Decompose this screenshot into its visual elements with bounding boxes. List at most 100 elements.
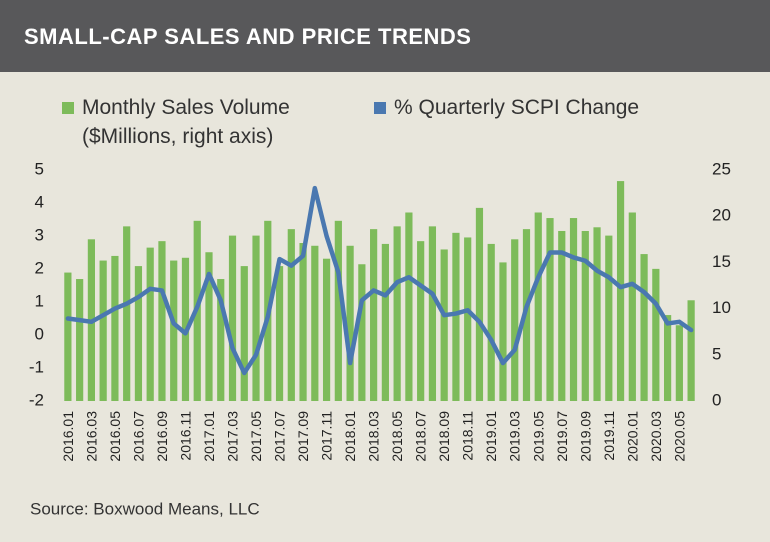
bar bbox=[346, 245, 354, 401]
bar bbox=[616, 181, 625, 401]
bar bbox=[440, 249, 448, 401]
y-tick-label: 1 bbox=[35, 291, 44, 310]
x-tick-label: 2017.11 bbox=[319, 411, 335, 461]
bar bbox=[664, 315, 672, 401]
x-tick-label: 2019.09 bbox=[577, 411, 593, 462]
x-tick-label: 2019.03 bbox=[507, 411, 523, 462]
x-tick-label: 2016.03 bbox=[83, 411, 99, 462]
bar bbox=[581, 230, 589, 401]
bar bbox=[452, 232, 460, 401]
legend-label: % Quarterly SCPI Change bbox=[394, 96, 640, 119]
bar bbox=[628, 212, 636, 401]
x-tick-label: 2019.01 bbox=[483, 411, 499, 462]
chart-title: SMALL-CAP SALES AND PRICE TRENDS bbox=[24, 24, 471, 49]
y-tick-label: -1 bbox=[29, 357, 44, 376]
x-tick-label: 2018.11 bbox=[460, 411, 476, 461]
bar bbox=[475, 207, 484, 401]
bar bbox=[334, 220, 342, 401]
bar bbox=[558, 230, 566, 401]
x-tick-label: 2016.07 bbox=[130, 411, 146, 462]
bar bbox=[275, 266, 284, 401]
bar bbox=[322, 258, 331, 401]
bar bbox=[487, 243, 495, 401]
bar bbox=[499, 262, 507, 401]
line bbox=[65, 185, 694, 376]
y-tick-label: 3 bbox=[35, 225, 44, 244]
bar bbox=[158, 241, 166, 401]
y2-tick-label: 25 bbox=[712, 159, 731, 178]
y2-tick-label: 10 bbox=[712, 298, 731, 317]
bar bbox=[511, 239, 519, 401]
bar bbox=[99, 260, 107, 401]
bar bbox=[134, 266, 143, 401]
x-tick-label: 2017.05 bbox=[248, 411, 264, 462]
x-tick-label: 2018.07 bbox=[413, 411, 429, 462]
bar bbox=[240, 266, 248, 401]
bar bbox=[546, 218, 554, 401]
x-tick-label: 2020.05 bbox=[671, 411, 687, 462]
bar bbox=[170, 260, 178, 401]
bar bbox=[605, 235, 613, 401]
bar bbox=[123, 226, 131, 401]
y-tick-label: 5 bbox=[35, 159, 44, 178]
bar bbox=[252, 235, 260, 401]
y2-tick-label: 0 bbox=[712, 390, 721, 409]
bar bbox=[287, 229, 295, 401]
bar bbox=[146, 247, 154, 401]
bar bbox=[405, 212, 413, 401]
bar bbox=[534, 212, 542, 401]
bar bbox=[111, 255, 119, 401]
y-tick-label: 4 bbox=[35, 192, 44, 211]
x-tick-label: 2017.07 bbox=[272, 411, 288, 462]
y-tick-label: -2 bbox=[29, 390, 44, 409]
x-tick-label: 2018.03 bbox=[366, 411, 382, 462]
x-tick-label: 2016.11 bbox=[177, 411, 193, 461]
bar bbox=[393, 226, 401, 401]
bar bbox=[64, 272, 72, 401]
bar bbox=[417, 241, 425, 401]
legend-label: Monthly Sales Volume ($Millions, right a… bbox=[82, 96, 290, 148]
bar bbox=[217, 279, 225, 401]
legend-swatch bbox=[62, 102, 74, 114]
bar bbox=[569, 218, 578, 401]
bar bbox=[640, 254, 648, 401]
y-tick-label: 2 bbox=[35, 258, 44, 277]
header-band bbox=[0, 0, 770, 72]
x-tick-label: 2018.09 bbox=[436, 411, 452, 462]
bar bbox=[593, 227, 601, 401]
bar bbox=[76, 279, 84, 401]
x-tick-label: 2019.07 bbox=[554, 411, 570, 462]
legend-swatch bbox=[374, 102, 386, 114]
x-tick-label: 2019.05 bbox=[530, 411, 546, 462]
x-tick-label: 2018.05 bbox=[389, 411, 405, 462]
bar bbox=[687, 300, 695, 401]
bar bbox=[428, 226, 437, 401]
x-tick-label: 2018.01 bbox=[342, 411, 358, 462]
x-tick-label: 2017.09 bbox=[295, 411, 311, 462]
bar bbox=[675, 325, 683, 401]
y2-tick-label: 20 bbox=[712, 206, 731, 225]
bar bbox=[464, 237, 472, 401]
bar bbox=[370, 229, 378, 401]
bar bbox=[311, 245, 319, 401]
x-tick-label: 2016.05 bbox=[107, 411, 123, 462]
y-tick-label: 0 bbox=[35, 324, 44, 343]
bar bbox=[299, 242, 307, 401]
x-tick-label: 2020.03 bbox=[648, 411, 664, 462]
y2-tick-label: 5 bbox=[712, 344, 721, 363]
bar bbox=[228, 235, 237, 401]
x-tick-label: 2019.11 bbox=[601, 411, 617, 461]
x-tick-label: 2020.01 bbox=[624, 411, 640, 462]
bar bbox=[358, 264, 366, 401]
bar bbox=[381, 243, 389, 401]
bar bbox=[652, 268, 660, 401]
x-tick-label: 2017.01 bbox=[201, 411, 217, 462]
source-note: Source: Boxwood Means, LLC bbox=[30, 499, 260, 518]
bar bbox=[205, 252, 213, 401]
x-tick-label: 2017.03 bbox=[225, 411, 241, 462]
x-tick-label: 2016.09 bbox=[154, 411, 170, 462]
x-tick-label: 2016.01 bbox=[60, 411, 76, 462]
y2-tick-label: 15 bbox=[712, 252, 731, 271]
